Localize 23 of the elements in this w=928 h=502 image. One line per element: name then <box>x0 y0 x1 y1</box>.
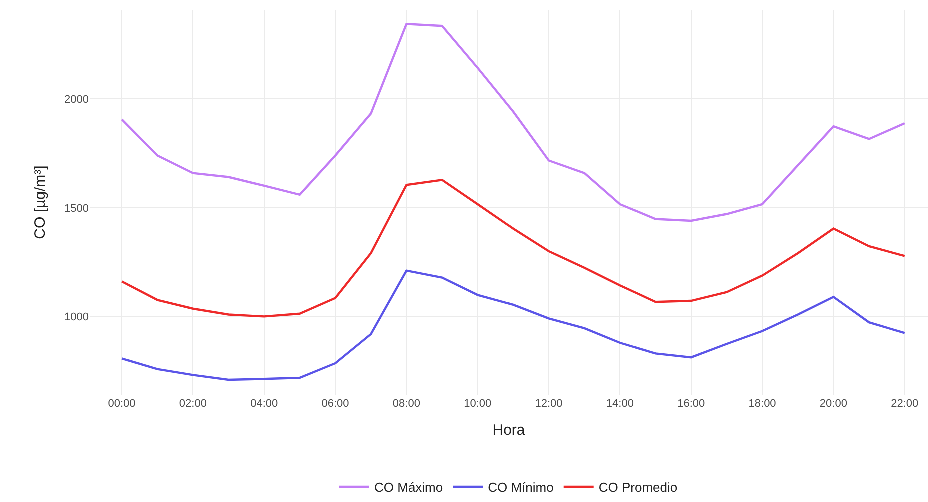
x-axis-title: Hora <box>492 422 526 439</box>
x-tick-label: 12:00 <box>535 398 563 410</box>
x-tick-label: 08:00 <box>392 398 420 410</box>
x-tick-label: 14:00 <box>606 398 634 410</box>
x-tick-label: 04:00 <box>250 398 278 410</box>
x-tick-label: 20:00 <box>820 398 848 410</box>
x-tick-label: 06:00 <box>322 398 350 410</box>
x-tick-label: 00:00 <box>108 398 136 410</box>
x-tick-label: 02:00 <box>179 398 207 410</box>
x-tick-label: 18:00 <box>748 398 776 410</box>
legend-label: CO Máximo <box>374 480 444 496</box>
legend-label: CO Mínimo <box>488 480 554 496</box>
y-tick-label: 1500 <box>64 202 89 215</box>
x-tick-label: 16:00 <box>678 398 706 410</box>
y-tick-label: 2000 <box>64 94 89 106</box>
x-tick-label: 10:00 <box>464 398 492 410</box>
line-series <box>120 270 906 382</box>
y-tick-label: 1000 <box>64 312 89 324</box>
x-tick-label: 22:00 <box>891 398 919 410</box>
y-axis-title: CO [µg/m³] <box>32 166 49 240</box>
line-series <box>120 179 906 318</box>
line-series <box>120 23 906 222</box>
legend-label: CO Promedio <box>598 480 678 496</box>
